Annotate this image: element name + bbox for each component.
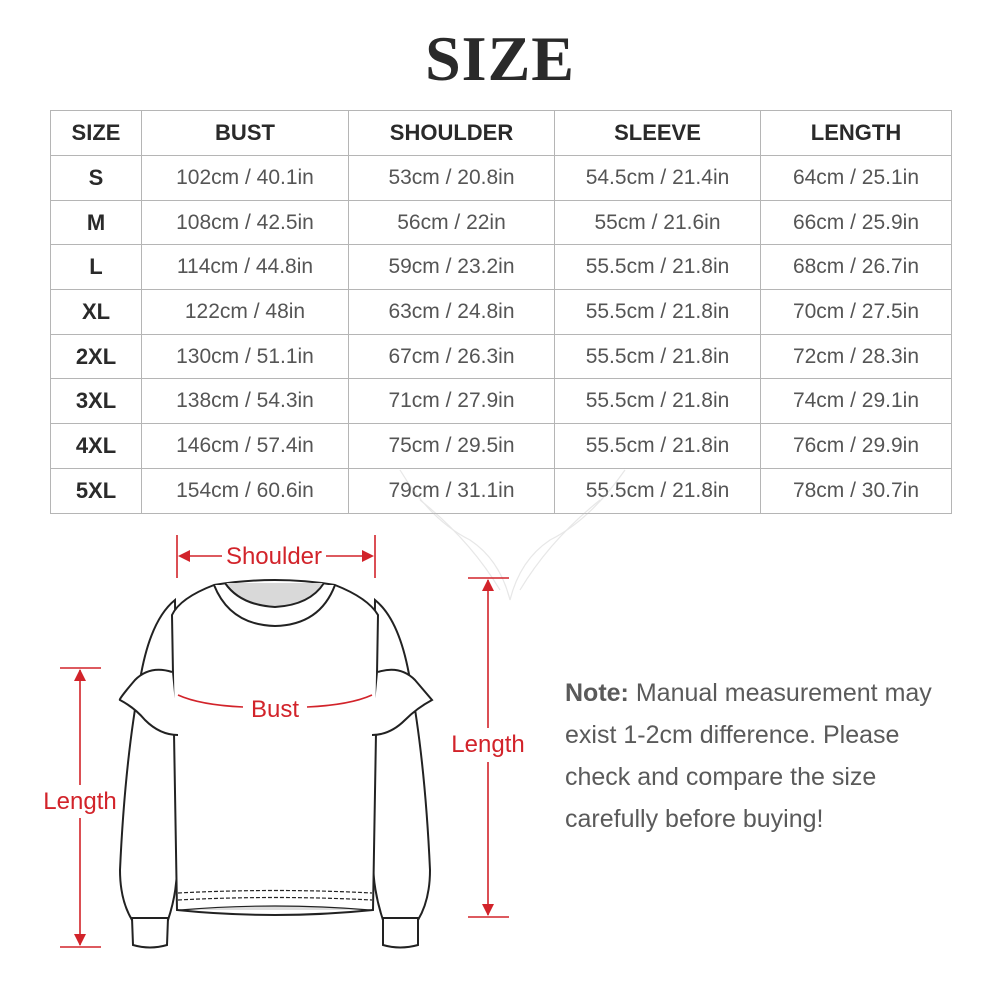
note-text: Manual measurement may exist 1-2cm diffe… [565, 679, 932, 833]
measurement-cell: 74cm / 29.1in [760, 378, 952, 425]
measurement-cell: 67cm / 26.3in [348, 333, 555, 380]
bust-label: Bust [251, 696, 299, 723]
measurement-cell: 55cm / 21.6in [554, 199, 761, 246]
page-title: SIZE [425, 23, 575, 94]
measurement-cell: 59cm / 23.2in [348, 244, 555, 291]
column-header-shoulder: SHOULDER [348, 110, 555, 156]
measurement-cell: 55.5cm / 21.8in [554, 289, 761, 335]
table-row: S 102cm / 40.1in 53cm / 20.8in 54.5cm / 21.… [50, 155, 952, 201]
watermark-logo [399, 469, 626, 601]
measurement-cell: 55.5cm / 21.8in [554, 423, 761, 469]
shoulder-label: Shoulder [226, 543, 322, 570]
table-row: 4XL 146cm / 57.4in 75cm / 29.5in 55.5cm / 2… [50, 423, 952, 469]
measurement-cell: 79cm / 31.1in [348, 467, 555, 514]
body-length-label: Length [451, 731, 524, 758]
measurement-cell: 56cm / 22in [348, 199, 555, 246]
measurement-cell: 154cm / 60.6in [141, 467, 349, 514]
measurement-cell: 55.5cm / 21.8in [554, 378, 761, 425]
measurement-cell: 146cm / 57.4in [141, 423, 349, 469]
size-cell: 3XL [50, 378, 142, 425]
measurement-cell: 114cm / 44.8in [141, 244, 349, 291]
table-row: 5XL 154cm / 60.6in 79cm / 31.1in 55.5cm / 2… [50, 467, 952, 514]
measurement-cell: 108cm / 42.5in [141, 199, 349, 246]
measurement-note: Note: Manual measurement may exist 1-2cm… [565, 672, 965, 840]
measurement-cell: 55.5cm / 21.8in [554, 333, 761, 380]
table-row: L 114cm / 44.8in 59cm / 23.2in 55.5cm / 21.… [50, 244, 952, 291]
measurement-cell: 78cm / 30.7in [760, 467, 952, 514]
column-header-bust: BUST [141, 110, 349, 156]
measurement-cell: 55.5cm / 21.8in [554, 244, 761, 291]
column-header-sleeve: SLEEVE [554, 110, 761, 156]
table-header-row: SIZE BUST SHOULDER SLEEVE LENGTH [50, 110, 952, 156]
measurement-cell: 64cm / 25.1in [760, 155, 952, 201]
table-row: 2XL 130cm / 51.1in 67cm / 26.3in 55.5cm / 2… [50, 333, 952, 380]
sleeve-length-label: Length [43, 788, 116, 815]
measurement-cell: 55.5cm / 21.8in [554, 467, 761, 514]
table-row: 3XL 138cm / 54.3in 71cm / 27.9in 55.5cm / 2… [50, 378, 952, 425]
measurement-cell: 75cm / 29.5in [348, 423, 555, 469]
measurement-guides [60, 535, 509, 948]
measurement-cell: 138cm / 54.3in [141, 378, 349, 425]
measurement-cell: 54.5cm / 21.4in [554, 155, 761, 201]
measurement-cell: 71cm / 27.9in [348, 378, 555, 425]
measurement-cell: 102cm / 40.1in [141, 155, 349, 201]
size-cell: S [50, 155, 142, 201]
size-cell: XL [50, 289, 142, 335]
measurement-cell: 66cm / 25.9in [760, 199, 952, 246]
measurement-cell: 68cm / 26.7in [760, 244, 952, 291]
measurement-cell: 70cm / 27.5in [760, 289, 952, 335]
table-row: M 108cm / 42.5in 56cm / 22in 55cm / 21.6in 6… [50, 199, 952, 246]
column-header-size: SIZE [50, 110, 142, 156]
measurement-cell: 53cm / 20.8in [348, 155, 555, 201]
note-label: Note: [565, 679, 629, 707]
sweater-outline [118, 579, 434, 949]
column-header-length: LENGTH [760, 110, 952, 156]
size-cell: 5XL [50, 467, 142, 514]
measurement-cell: 72cm / 28.3in [760, 333, 952, 380]
size-table: SIZE BUST SHOULDER SLEEVE LENGTH S 102cm / 40… [50, 110, 952, 514]
